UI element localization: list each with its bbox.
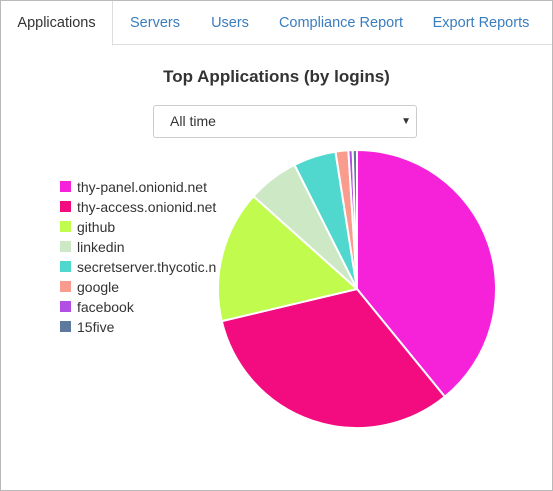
legend-swatch [60,281,71,292]
legend-item[interactable]: thy-access.onionid.net [60,197,220,217]
legend-item[interactable]: secretserver.thycotic.n [60,257,220,277]
legend-item[interactable]: google [60,277,220,297]
tab-applications[interactable]: Applications [1,1,113,46]
legend-label: thy-access.onionid.net [77,199,217,215]
pie-slice-15five[interactable] [351,149,358,290]
tab-users[interactable]: Users [211,15,249,31]
time-range-select[interactable]: All time ▼ [153,105,417,138]
legend-item[interactable]: thy-panel.onionid.net [60,177,220,197]
legend-swatch [60,201,71,212]
legend-swatch [60,261,71,272]
legend-swatch [60,241,71,252]
pie-slice-thy-access-onionid-net[interactable] [220,288,446,429]
legend-item[interactable]: linkedin [60,237,220,257]
legend-label: github [77,219,116,235]
tab-servers[interactable]: Servers [130,15,180,31]
legend-swatch [60,221,71,232]
legend-label: facebook [77,299,134,315]
dropdown-arrow-icon: ▼ [401,116,411,127]
legend-item[interactable]: facebook [60,297,220,317]
legend-swatch [60,301,71,312]
pie-chart [217,149,497,429]
legend-swatch [60,321,71,332]
tab-compliance-report[interactable]: Compliance Report [278,15,404,31]
legend-label: thy-panel.onionid.net [77,179,207,195]
legend-label: 15five [77,319,115,335]
legend-label: secretserver.thycotic.n [77,259,217,275]
legend-item[interactable]: 15five [60,317,220,337]
tab-export-reports[interactable]: Export Reports [432,15,530,31]
legend-swatch [60,181,71,192]
time-range-value: All time [170,113,216,129]
legend-label: linkedin [77,239,125,255]
tab-bar: Applications Servers Users Compliance Re… [1,1,552,46]
pie-slice-thy-panel-onionid-net[interactable] [356,149,497,398]
chart-title: Top Applications (by logins) [163,67,390,86]
chart-legend: thy-panel.onionid.net thy-access.onionid.… [60,177,220,337]
legend-label: google [77,279,120,295]
legend-item[interactable]: github [60,217,220,237]
pie-slice-github[interactable] [217,195,358,323]
